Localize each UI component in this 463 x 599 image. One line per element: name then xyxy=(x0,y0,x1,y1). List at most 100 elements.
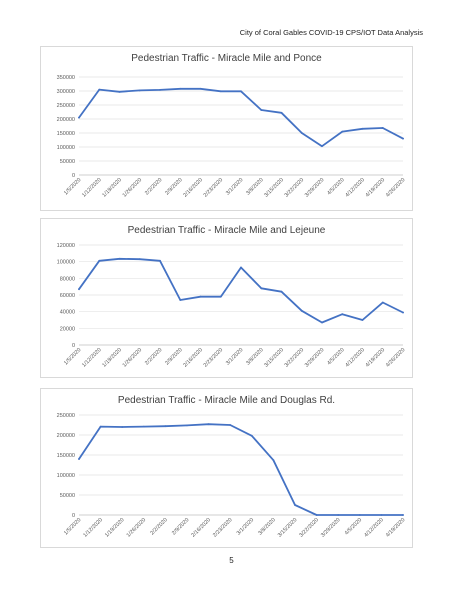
data-point xyxy=(361,319,364,321)
x-tick-label: 2/16/2020 xyxy=(182,177,204,199)
data-point xyxy=(121,426,124,428)
x-tick-label: 3/8/2020 xyxy=(257,517,276,536)
x-tick-label: 4/5/2020 xyxy=(344,517,363,536)
data-point xyxy=(341,313,344,316)
data-point xyxy=(260,287,263,290)
data-point xyxy=(78,458,80,460)
data-point xyxy=(402,514,404,516)
y-tick-label: 60000 xyxy=(60,293,75,299)
data-point xyxy=(229,424,232,426)
x-tick-label: 3/22/2020 xyxy=(284,177,306,199)
y-tick-label: 150000 xyxy=(57,453,75,459)
y-tick-label: 100000 xyxy=(57,473,75,479)
x-tick-label: 4/26/2020 xyxy=(385,177,407,199)
data-point xyxy=(300,309,303,312)
data-point xyxy=(159,259,161,262)
x-tick-label: 1/5/2020 xyxy=(63,177,82,196)
series-line xyxy=(78,423,404,516)
x-tick-label: 4/19/2020 xyxy=(385,517,407,539)
x-tick-label: 4/12/2020 xyxy=(344,177,366,199)
y-tick-label: 120000 xyxy=(57,243,75,249)
x-tick-label: 4/19/2020 xyxy=(365,347,387,369)
data-point xyxy=(99,425,102,428)
data-point xyxy=(138,258,141,261)
x-tick-label: 3/8/2020 xyxy=(245,177,264,196)
x-tick-label: 2/23/2020 xyxy=(203,177,225,199)
chart-douglas: Pedestrian Traffic - Miracle Mile and Do… xyxy=(40,388,413,548)
chart-lejeune: Pedestrian Traffic - Miracle Mile and Le… xyxy=(40,218,413,378)
data-point xyxy=(381,127,384,129)
x-tick-label: 4/26/2020 xyxy=(385,347,407,369)
x-tick-label: 3/1/2020 xyxy=(225,347,244,366)
data-point xyxy=(280,111,283,114)
x-tick-label: 3/8/2020 xyxy=(245,347,264,366)
y-tick-label: 0 xyxy=(72,173,75,179)
page-header: City of Coral Gables COVID-19 CPS/IOT Da… xyxy=(239,28,423,37)
chart-ponce: Pedestrian Traffic - Miracle Mile and Po… xyxy=(40,46,413,211)
y-tick-label: 150000 xyxy=(57,131,75,137)
x-tick-label: 2/9/2020 xyxy=(171,517,190,536)
data-point xyxy=(250,434,253,437)
data-point xyxy=(179,87,182,90)
y-tick-label: 100000 xyxy=(57,260,75,266)
data-point xyxy=(341,130,344,133)
data-point xyxy=(240,90,242,93)
x-tick-label: 2/23/2020 xyxy=(212,517,234,539)
y-tick-label: 300000 xyxy=(57,89,75,95)
y-tick-label: 0 xyxy=(72,513,75,519)
x-tick-label: 1/5/2020 xyxy=(63,517,82,536)
x-tick-label: 3/15/2020 xyxy=(277,517,299,539)
y-tick-label: 200000 xyxy=(57,117,75,123)
data-point xyxy=(358,514,361,516)
y-tick-label: 20000 xyxy=(60,326,75,332)
chart-title: Pedestrian Traffic - Miracle Mile and Le… xyxy=(127,225,326,236)
data-point xyxy=(138,89,141,92)
x-tick-label: 1/5/2020 xyxy=(63,347,82,366)
x-tick-label: 1/26/2020 xyxy=(126,517,148,539)
data-point xyxy=(98,88,101,91)
y-tick-label: 50000 xyxy=(60,493,75,499)
data-point xyxy=(321,145,323,148)
x-tick-label: 3/1/2020 xyxy=(225,177,244,196)
chart-plot: 0 20000 40000 60000 80000 100000 120000 1/5/202… xyxy=(57,243,407,369)
x-tick-label: 4/12/2020 xyxy=(344,347,366,369)
x-tick-label: 1/12/2020 xyxy=(82,517,104,539)
data-point xyxy=(380,514,383,516)
data-point xyxy=(186,424,188,427)
x-tick-label: 2/2/2020 xyxy=(144,347,163,366)
data-point xyxy=(219,295,222,298)
data-point xyxy=(118,90,121,93)
chart-title: Pedestrian Traffic - Miracle Mile and Do… xyxy=(117,395,336,406)
data-point xyxy=(260,109,263,111)
chart-plot: 0 50000 100000 150000 200000 250000 300000 3500… xyxy=(57,75,407,199)
y-tick-label: 0 xyxy=(72,343,75,349)
y-tick-label: 250000 xyxy=(57,413,75,419)
x-tick-label: 1/12/2020 xyxy=(81,177,103,199)
x-tick-label: 4/5/2020 xyxy=(326,177,345,196)
x-tick-label: 1/19/2020 xyxy=(104,517,126,539)
x-tick-label: 2/2/2020 xyxy=(149,517,168,536)
x-tick-label: 1/12/2020 xyxy=(81,347,103,369)
chart-title: Pedestrian Traffic - Miracle Mile and Po… xyxy=(131,53,322,64)
y-tick-label: 40000 xyxy=(60,310,75,316)
data-point xyxy=(361,127,364,130)
x-tick-label: 3/1/2020 xyxy=(236,517,255,536)
data-point xyxy=(207,423,210,426)
data-point xyxy=(78,288,80,291)
data-point xyxy=(315,514,318,516)
series-line xyxy=(78,87,404,148)
x-tick-label: 1/19/2020 xyxy=(101,177,123,199)
data-point xyxy=(159,88,161,91)
x-tick-label: 1/26/2020 xyxy=(122,347,144,369)
page-number: 5 xyxy=(229,556,234,565)
y-tick-label: 250000 xyxy=(57,103,75,109)
x-tick-label: 3/29/2020 xyxy=(304,347,326,369)
data-point xyxy=(272,459,275,462)
x-tick-label: 2/16/2020 xyxy=(190,517,212,539)
data-point xyxy=(199,87,202,90)
data-point xyxy=(294,504,296,506)
data-point xyxy=(179,299,182,301)
data-point xyxy=(300,132,303,134)
data-point xyxy=(199,295,202,298)
data-point xyxy=(118,257,121,260)
